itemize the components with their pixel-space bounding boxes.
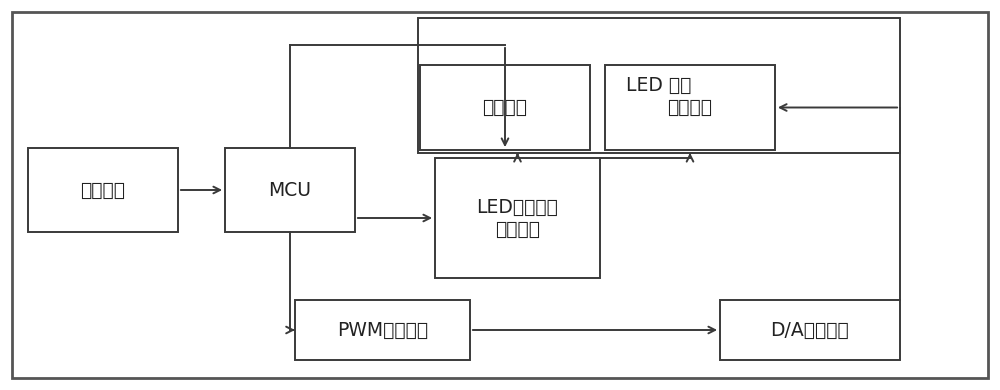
Text: D/A转换电路: D/A转换电路 (771, 321, 849, 340)
Text: 辅助电源: 辅助电源 (482, 98, 528, 117)
Text: LED输出开关
控制电路: LED输出开关 控制电路 (477, 197, 558, 239)
Text: MCU: MCU (268, 181, 312, 200)
Bar (435, 158, 600, 278)
Text: 按键单元: 按键单元 (80, 181, 126, 200)
Bar (418, 18, 900, 153)
Text: PWM输出电路: PWM输出电路 (337, 321, 428, 340)
Text: LED 电源: LED 电源 (626, 76, 692, 95)
Bar (295, 300, 470, 360)
Bar (720, 300, 900, 360)
Text: 调光电路: 调光电路 (668, 98, 712, 117)
Bar (225, 148, 355, 232)
Bar (28, 148, 178, 232)
Bar (420, 65, 590, 150)
Bar (605, 65, 775, 150)
